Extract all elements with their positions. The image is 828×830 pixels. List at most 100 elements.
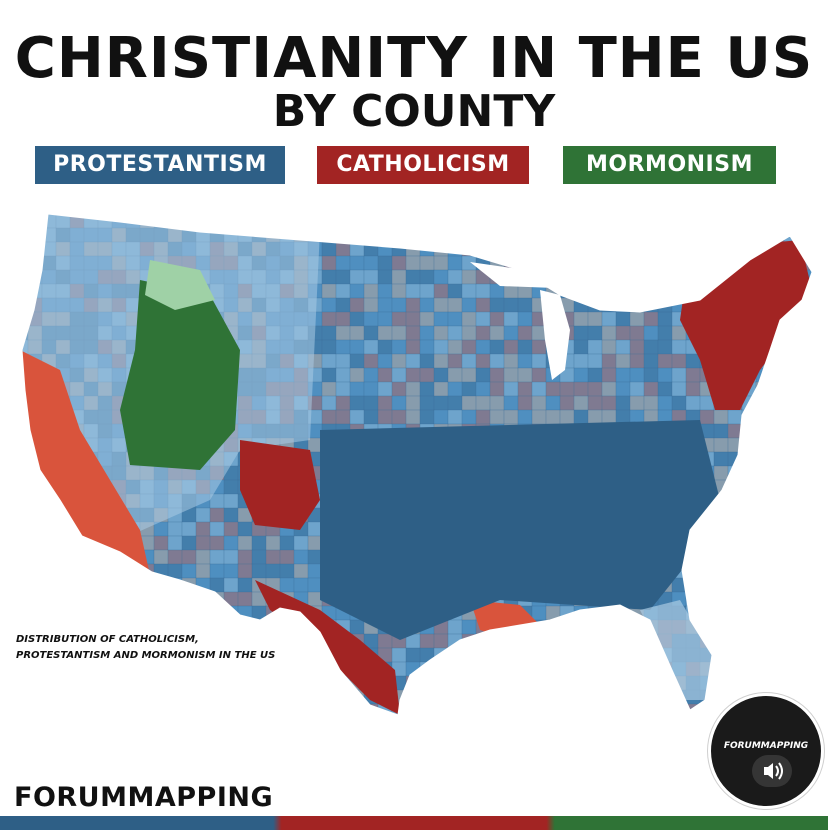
county-cell xyxy=(97,563,113,579)
forummapping-badge[interactable]: FORUMMAPPING xyxy=(708,693,824,809)
county-cell xyxy=(811,325,812,341)
county-cell xyxy=(811,703,812,715)
county-cell xyxy=(741,507,757,523)
county-cell xyxy=(699,619,715,635)
county-cell xyxy=(111,591,127,607)
county-cell xyxy=(140,732,154,740)
county-cell xyxy=(811,409,812,425)
county-cell xyxy=(251,214,267,215)
county-cell xyxy=(41,605,57,621)
county-cell xyxy=(69,675,85,691)
county-cell xyxy=(531,353,547,369)
county-cell xyxy=(727,241,743,257)
county-cell xyxy=(601,353,617,369)
county-cell xyxy=(657,269,673,285)
county-cell xyxy=(769,479,785,495)
county-cell xyxy=(601,283,617,299)
county-cell xyxy=(616,732,630,740)
county-cell xyxy=(42,732,56,740)
county-cell xyxy=(196,732,210,740)
county-cell xyxy=(433,311,449,327)
county-cell xyxy=(97,214,113,215)
county-cell xyxy=(727,451,743,467)
county-cell xyxy=(167,214,183,229)
county-cell xyxy=(657,227,673,243)
county-cell xyxy=(475,214,491,215)
county-cell xyxy=(433,353,449,369)
county-cell xyxy=(545,675,561,691)
county-cell xyxy=(195,675,211,691)
county-cell xyxy=(811,437,812,453)
mormon-region-utah xyxy=(120,280,240,470)
county-cell xyxy=(615,619,631,635)
county-cell xyxy=(349,283,365,299)
county-cell xyxy=(755,521,771,537)
sound-toggle-button[interactable] xyxy=(752,755,792,787)
county-cell xyxy=(587,339,603,355)
county-cell xyxy=(377,367,393,383)
county-cell xyxy=(336,718,350,732)
county-cell xyxy=(27,549,43,565)
county-cell xyxy=(307,577,323,593)
county-cell xyxy=(461,381,477,397)
county-cell xyxy=(671,214,687,229)
county-cell xyxy=(517,255,533,271)
county-cell xyxy=(55,703,71,715)
county-cell xyxy=(97,577,113,593)
county-cell xyxy=(27,563,43,579)
county-cell xyxy=(279,703,295,715)
county-cell xyxy=(559,227,575,243)
county-cell xyxy=(545,381,561,397)
county-cell xyxy=(377,227,393,243)
county-cell xyxy=(475,353,491,369)
county-cell xyxy=(42,718,56,732)
county-cell xyxy=(391,325,407,341)
county-cell xyxy=(335,367,351,383)
county-cell xyxy=(419,367,435,383)
county-cell xyxy=(811,283,812,299)
county-cell xyxy=(587,633,603,649)
county-cell xyxy=(615,675,631,691)
county-cell xyxy=(335,689,351,705)
county-cell xyxy=(405,395,421,411)
county-cell xyxy=(22,241,29,257)
county-cell xyxy=(0,424,14,438)
great-lakes-superior xyxy=(470,262,555,288)
county-cell xyxy=(0,466,14,480)
county-cell xyxy=(279,661,295,677)
county-cell xyxy=(279,214,295,229)
county-cell xyxy=(587,703,603,715)
county-cell xyxy=(615,297,631,313)
county-cell xyxy=(0,704,14,718)
county-cell xyxy=(574,732,588,740)
county-cell xyxy=(112,732,126,740)
county-cell xyxy=(727,409,743,425)
county-cell xyxy=(321,675,337,691)
county-cell xyxy=(686,732,700,740)
county-cell xyxy=(363,367,379,383)
county-cell xyxy=(727,619,743,635)
county-cell xyxy=(349,214,365,215)
county-cell xyxy=(307,661,323,677)
county-cell xyxy=(783,563,799,579)
county-cell xyxy=(811,451,812,467)
county-cell xyxy=(573,241,589,257)
map-svg xyxy=(0,213,813,740)
protestant-dark-region-southeast xyxy=(320,420,720,640)
county-cell xyxy=(55,605,71,621)
county-cell xyxy=(111,689,127,705)
county-cell xyxy=(615,227,631,243)
county-cell xyxy=(755,227,771,243)
county-cell xyxy=(545,409,561,425)
county-cell xyxy=(56,732,70,740)
county-cell xyxy=(223,563,239,579)
county-cell xyxy=(237,563,253,579)
county-cell xyxy=(363,214,379,229)
county-cell xyxy=(811,297,812,313)
county-cell xyxy=(699,521,715,537)
county-cell xyxy=(573,214,589,215)
county-cell xyxy=(587,283,603,299)
county-cell xyxy=(629,269,645,285)
county-cell xyxy=(685,563,701,579)
county-cell xyxy=(167,605,183,621)
